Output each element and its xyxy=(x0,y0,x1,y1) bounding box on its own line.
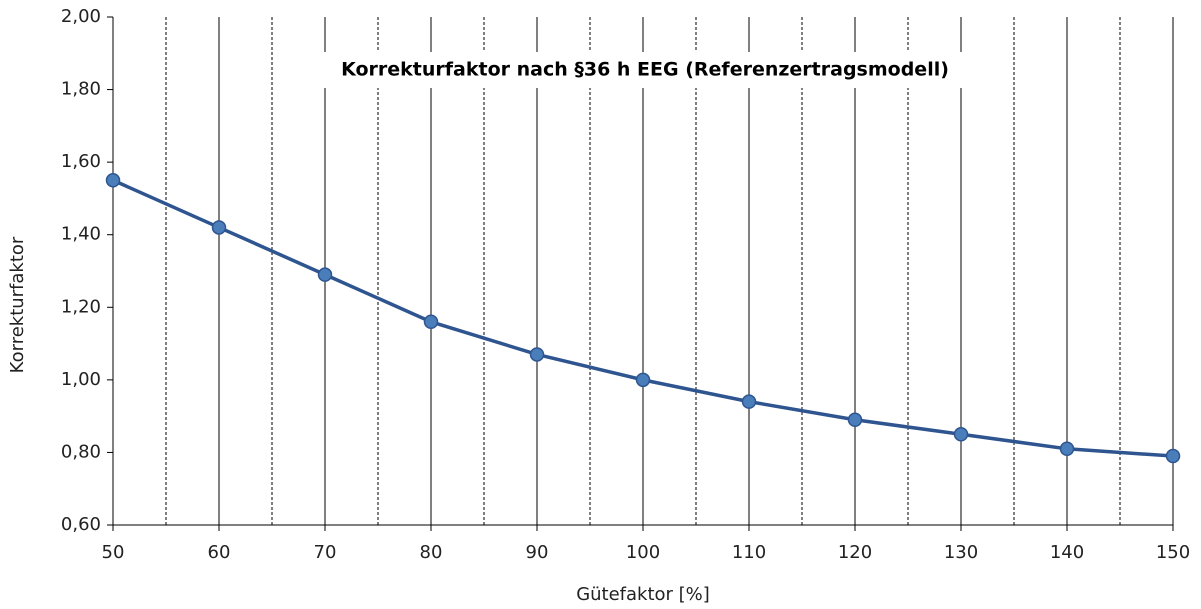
x-tick-label: 130 xyxy=(944,542,978,563)
y-tick-label: 2,00 xyxy=(61,6,101,27)
x-tick-label: 60 xyxy=(208,542,231,563)
y-tick-label: 1,60 xyxy=(61,151,101,172)
x-axis-label: Gütefaktor [%] xyxy=(576,584,710,605)
data-point xyxy=(529,347,545,362)
chart-title: Korrekturfaktor nach §36 h EEG (Referenz… xyxy=(341,59,949,81)
y-axis-label: Korrekturfaktor xyxy=(7,236,28,373)
x-tick-label: 80 xyxy=(420,542,443,563)
data-point xyxy=(741,394,757,409)
y-tick-label: 1,20 xyxy=(61,296,101,317)
y-tick-label: 1,40 xyxy=(61,224,101,245)
x-tick-label: 50 xyxy=(102,542,125,563)
data-point xyxy=(1165,448,1181,464)
data-point xyxy=(317,267,333,282)
x-tick-label: 90 xyxy=(526,542,549,563)
y-tick-label: 0,80 xyxy=(61,441,101,462)
x-tick-label: 150 xyxy=(1156,542,1190,563)
data-point xyxy=(1059,441,1075,457)
x-tick-label: 120 xyxy=(838,542,872,563)
y-tick-label: 1,00 xyxy=(61,369,101,390)
title-background xyxy=(283,52,1008,88)
x-tick-label: 100 xyxy=(626,542,660,563)
x-tick-label: 140 xyxy=(1050,542,1084,563)
y-tick-label: 1,80 xyxy=(61,79,101,100)
x-tick-label: 110 xyxy=(732,542,766,563)
y-tick-label: 0,60 xyxy=(61,514,101,535)
data-point xyxy=(635,372,651,388)
data-point xyxy=(105,173,121,188)
data-point xyxy=(423,314,439,330)
data-point xyxy=(953,427,969,442)
data-point xyxy=(847,412,863,428)
x-tick-label: 70 xyxy=(314,542,337,563)
data-point xyxy=(211,220,227,235)
